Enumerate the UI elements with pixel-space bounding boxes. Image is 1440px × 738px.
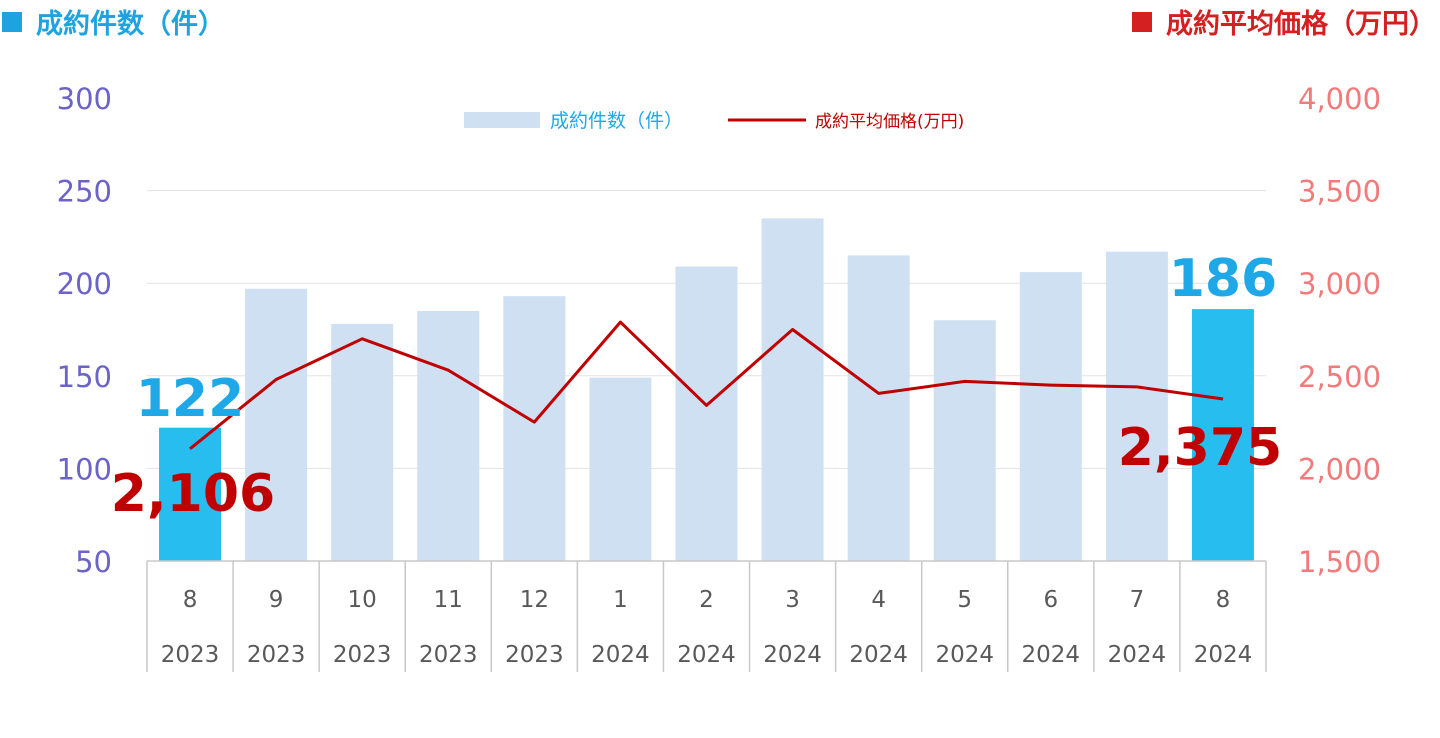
last-price-label: 2,375	[1118, 418, 1282, 478]
x-tick-year: 2024	[677, 642, 736, 668]
x-tick-month: 7	[1130, 587, 1145, 613]
x-tick-month: 3	[785, 587, 800, 613]
bar-2	[245, 288, 308, 561]
x-tick-year: 2023	[333, 642, 392, 668]
x-tick-year: 2023	[247, 642, 306, 668]
bar-6	[589, 377, 652, 561]
x-tick-month: 1	[613, 587, 628, 613]
x-tick-month: 12	[520, 587, 549, 613]
left-header-label: 成約件数（件）	[36, 9, 225, 40]
bar-10	[933, 320, 996, 561]
x-tick-year: 2023	[505, 642, 564, 668]
x-tick-month: 2	[699, 587, 714, 613]
right-axis-tick-label: 3,500	[1298, 175, 1381, 209]
x-tick-month: 8	[1216, 587, 1231, 613]
bar-12	[1105, 251, 1168, 561]
x-tick-month: 9	[269, 587, 284, 613]
bar-7	[675, 266, 738, 561]
x-tick-month: 6	[1043, 587, 1058, 613]
x-tick-year: 2024	[1022, 642, 1081, 668]
left-axis-tick-label: 300	[57, 82, 112, 116]
bar-5	[503, 296, 566, 561]
bar-9	[847, 255, 910, 562]
left-axis-tick-label: 150	[57, 360, 112, 394]
x-tick-year: 2024	[849, 642, 908, 668]
first-price-label: 2,106	[111, 464, 275, 524]
x-tick-year: 2024	[935, 642, 994, 668]
x-tick-month: 11	[434, 587, 463, 613]
left-axis-tick-label: 50	[75, 545, 112, 579]
right-axis-tick-label: 1,500	[1298, 545, 1381, 579]
bar-3	[331, 323, 394, 561]
first-count-label: 122	[136, 369, 245, 429]
bar-11	[1019, 272, 1082, 561]
x-tick-year: 2023	[419, 642, 478, 668]
right-axis-header: 成約平均価格（万円）	[1132, 2, 1436, 41]
left-axis-tick-label: 250	[57, 175, 112, 209]
last-count-label: 186	[1169, 249, 1278, 309]
x-tick-year: 2024	[763, 642, 822, 668]
bar-13	[1191, 309, 1254, 561]
left-axis-tick-label: 200	[57, 267, 112, 301]
bar-8	[761, 218, 824, 561]
x-tick-year: 2023	[161, 642, 220, 668]
right-axis-tick-label: 4,000	[1298, 82, 1381, 116]
right-header-square-icon	[1132, 11, 1152, 32]
x-tick-year: 2024	[591, 642, 650, 668]
x-tick-month: 5	[957, 587, 972, 613]
left-axis-tick-label: 100	[57, 452, 112, 486]
left-axis-header: 成約件数（件）	[2, 2, 225, 41]
legend-bar-swatch	[464, 112, 540, 128]
legend-line-label: 成約平均価格(万円)	[815, 112, 964, 132]
x-tick-month: 4	[871, 587, 886, 613]
x-tick-year: 2024	[1108, 642, 1167, 668]
left-header-square-icon	[2, 11, 22, 32]
bar-4	[417, 310, 480, 561]
right-axis-tick-label: 3,000	[1298, 267, 1381, 301]
x-tick-month: 8	[183, 587, 198, 613]
x-tick-year: 2024	[1194, 642, 1253, 668]
right-axis-tick-label: 2,000	[1298, 452, 1381, 486]
bar-1	[159, 427, 222, 561]
right-header-label: 成約平均価格（万円）	[1166, 9, 1436, 40]
x-tick-month: 10	[348, 587, 377, 613]
legend-bar-label: 成約件数（件）	[550, 110, 683, 132]
right-axis-tick-label: 2,500	[1298, 360, 1381, 394]
